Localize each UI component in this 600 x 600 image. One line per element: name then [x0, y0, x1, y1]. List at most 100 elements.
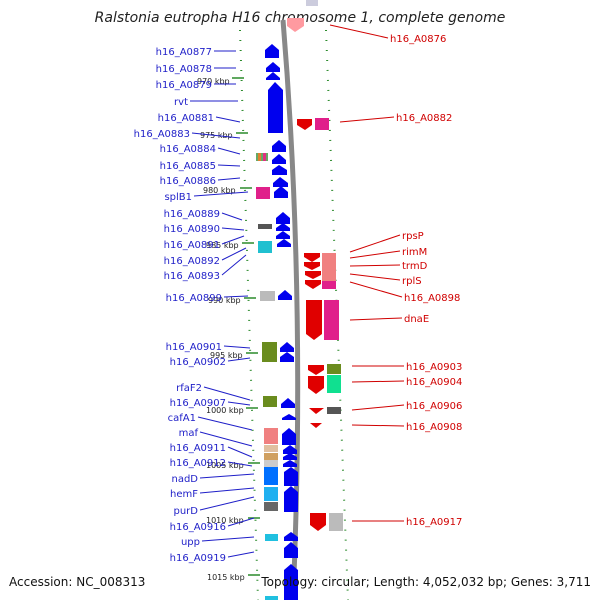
accession-text: Accession: NC_008313	[9, 575, 146, 589]
gene-label[interactable]: h16_A0889	[164, 209, 220, 220]
gene-label[interactable]: rplS	[402, 276, 422, 287]
gene-label[interactable]: h16_A0907	[170, 398, 226, 409]
gene-label[interactable]: h16_A0878	[156, 64, 212, 75]
gene-arrow	[287, 18, 304, 32]
gene-label[interactable]: h16_A0877	[156, 47, 212, 58]
gene-label[interactable]: splB1	[164, 192, 192, 203]
gene-box	[324, 300, 339, 340]
gene-label[interactable]: h16_A0879	[156, 80, 212, 91]
gene-label[interactable]: h16_A0908	[406, 422, 462, 433]
left-connectors	[190, 50, 255, 558]
gene-label[interactable]: upp	[181, 537, 200, 548]
gene-arrow	[310, 513, 326, 531]
gene-label[interactable]: h16_A0898	[404, 293, 460, 304]
gene-arrow	[272, 140, 286, 152]
gene-label[interactable]: h16_A0901	[166, 342, 222, 353]
gene-arrow	[276, 212, 290, 224]
gene-arrow	[282, 414, 296, 420]
gene-label[interactable]: h16_A0893	[164, 271, 220, 282]
gene-box	[264, 467, 278, 485]
gene-label[interactable]: h16_A0885	[160, 161, 216, 172]
gene-label[interactable]: maf	[179, 428, 199, 439]
gene-arrow	[266, 72, 280, 80]
gene-label[interactable]: h16_A0891	[164, 240, 220, 251]
gene-box	[264, 502, 278, 511]
right-gene-labels: h16_A0876 h16_A0882 rpsP rimM trmD rplS …	[390, 34, 462, 528]
gene-arrow	[305, 280, 321, 289]
gene-arrow	[283, 445, 297, 454]
gene-arrow	[265, 44, 279, 58]
gene-label[interactable]: purD	[174, 506, 199, 517]
gene-label[interactable]: h16_A0882	[396, 113, 452, 124]
gene-label[interactable]: cafA1	[168, 413, 196, 424]
gene-label[interactable]: h16_A0919	[170, 553, 226, 564]
kbp-label: 1000 kbp	[206, 406, 244, 415]
kbp-label: 985 kbp	[206, 241, 239, 250]
gene-box	[264, 460, 278, 467]
gene-arrow	[306, 300, 322, 340]
gene-label[interactable]: h16_A0902	[170, 357, 226, 368]
gene-arrow	[284, 564, 298, 600]
gene-label[interactable]: h16_A0881	[158, 113, 214, 124]
gene-label[interactable]: nadD	[171, 474, 198, 485]
gene-arrow	[277, 239, 291, 247]
kbp-label: 980 kbp	[203, 186, 236, 195]
gene-arrow	[308, 365, 324, 375]
gene-arrow	[272, 165, 287, 175]
gene-arrow	[297, 119, 312, 130]
gene-box	[315, 118, 329, 130]
gene-arrow	[305, 271, 321, 279]
gene-label[interactable]: h16_A0899	[166, 293, 222, 304]
gene-label[interactable]: h16_A0892	[164, 256, 220, 267]
kbp-label: 1010 kbp	[206, 516, 244, 525]
gene-label[interactable]: h16_A0884	[160, 144, 216, 155]
gene-box	[258, 153, 261, 161]
gene-label[interactable]: h16_A0876	[390, 34, 446, 45]
gene-label[interactable]: rimM	[402, 247, 427, 258]
gene-arrow	[276, 231, 290, 239]
gene-label[interactable]: h16_A0903	[406, 362, 462, 373]
left-gene-labels: h16_A0877 h16_A0878 h16_A0879 rvt h16_A0…	[134, 47, 226, 564]
gene-label[interactable]: h16_A0912	[170, 458, 226, 469]
gene-label[interactable]: rpsP	[402, 231, 424, 242]
gene-box	[262, 342, 277, 362]
gene-arrow	[309, 408, 324, 414]
gene-arrow	[304, 262, 320, 270]
gene-label[interactable]: h16_A0911	[170, 443, 226, 454]
gene-label[interactable]: rfaF2	[176, 383, 202, 394]
right-connectors	[329, 24, 405, 522]
gene-arrow	[280, 352, 294, 362]
kbp-label: 990 kbp	[208, 296, 241, 305]
gene-box	[256, 187, 270, 199]
gene-label[interactable]: hemF	[170, 489, 198, 500]
gene-arrow	[273, 177, 288, 187]
kbp-label: 1015 kbp	[207, 573, 245, 582]
gene-box	[322, 253, 336, 289]
gene-arrow	[310, 423, 322, 428]
gene-box	[327, 364, 341, 374]
gene-label[interactable]: h16_A0883	[134, 129, 190, 140]
gene-label[interactable]: dnaE	[404, 314, 429, 325]
gene-label[interactable]: trmD	[402, 261, 428, 272]
gene-label[interactable]: h16_A0916	[170, 522, 226, 533]
gene-arrow	[283, 460, 297, 467]
gene-box	[256, 153, 268, 161]
gene-arrow	[268, 82, 283, 133]
gene-label[interactable]: rvt	[174, 97, 188, 108]
gene-arrow	[283, 453, 297, 460]
gene-label[interactable]: h16_A0904	[406, 377, 462, 388]
gene-label[interactable]: h16_A0890	[164, 224, 220, 235]
gene-arrow	[266, 62, 280, 72]
gene-box	[265, 596, 278, 600]
gene-label[interactable]: h16_A0917	[406, 517, 462, 528]
gene-box	[322, 281, 336, 289]
gene-box	[258, 241, 272, 253]
gene-arrow	[276, 223, 290, 231]
gene-label[interactable]: h16_A0886	[160, 176, 216, 187]
chromosome-backbone	[280, 19, 301, 600]
gene-label[interactable]: h16_A0906	[406, 401, 462, 412]
gene-arrow	[284, 467, 298, 486]
gene-box	[265, 534, 278, 541]
